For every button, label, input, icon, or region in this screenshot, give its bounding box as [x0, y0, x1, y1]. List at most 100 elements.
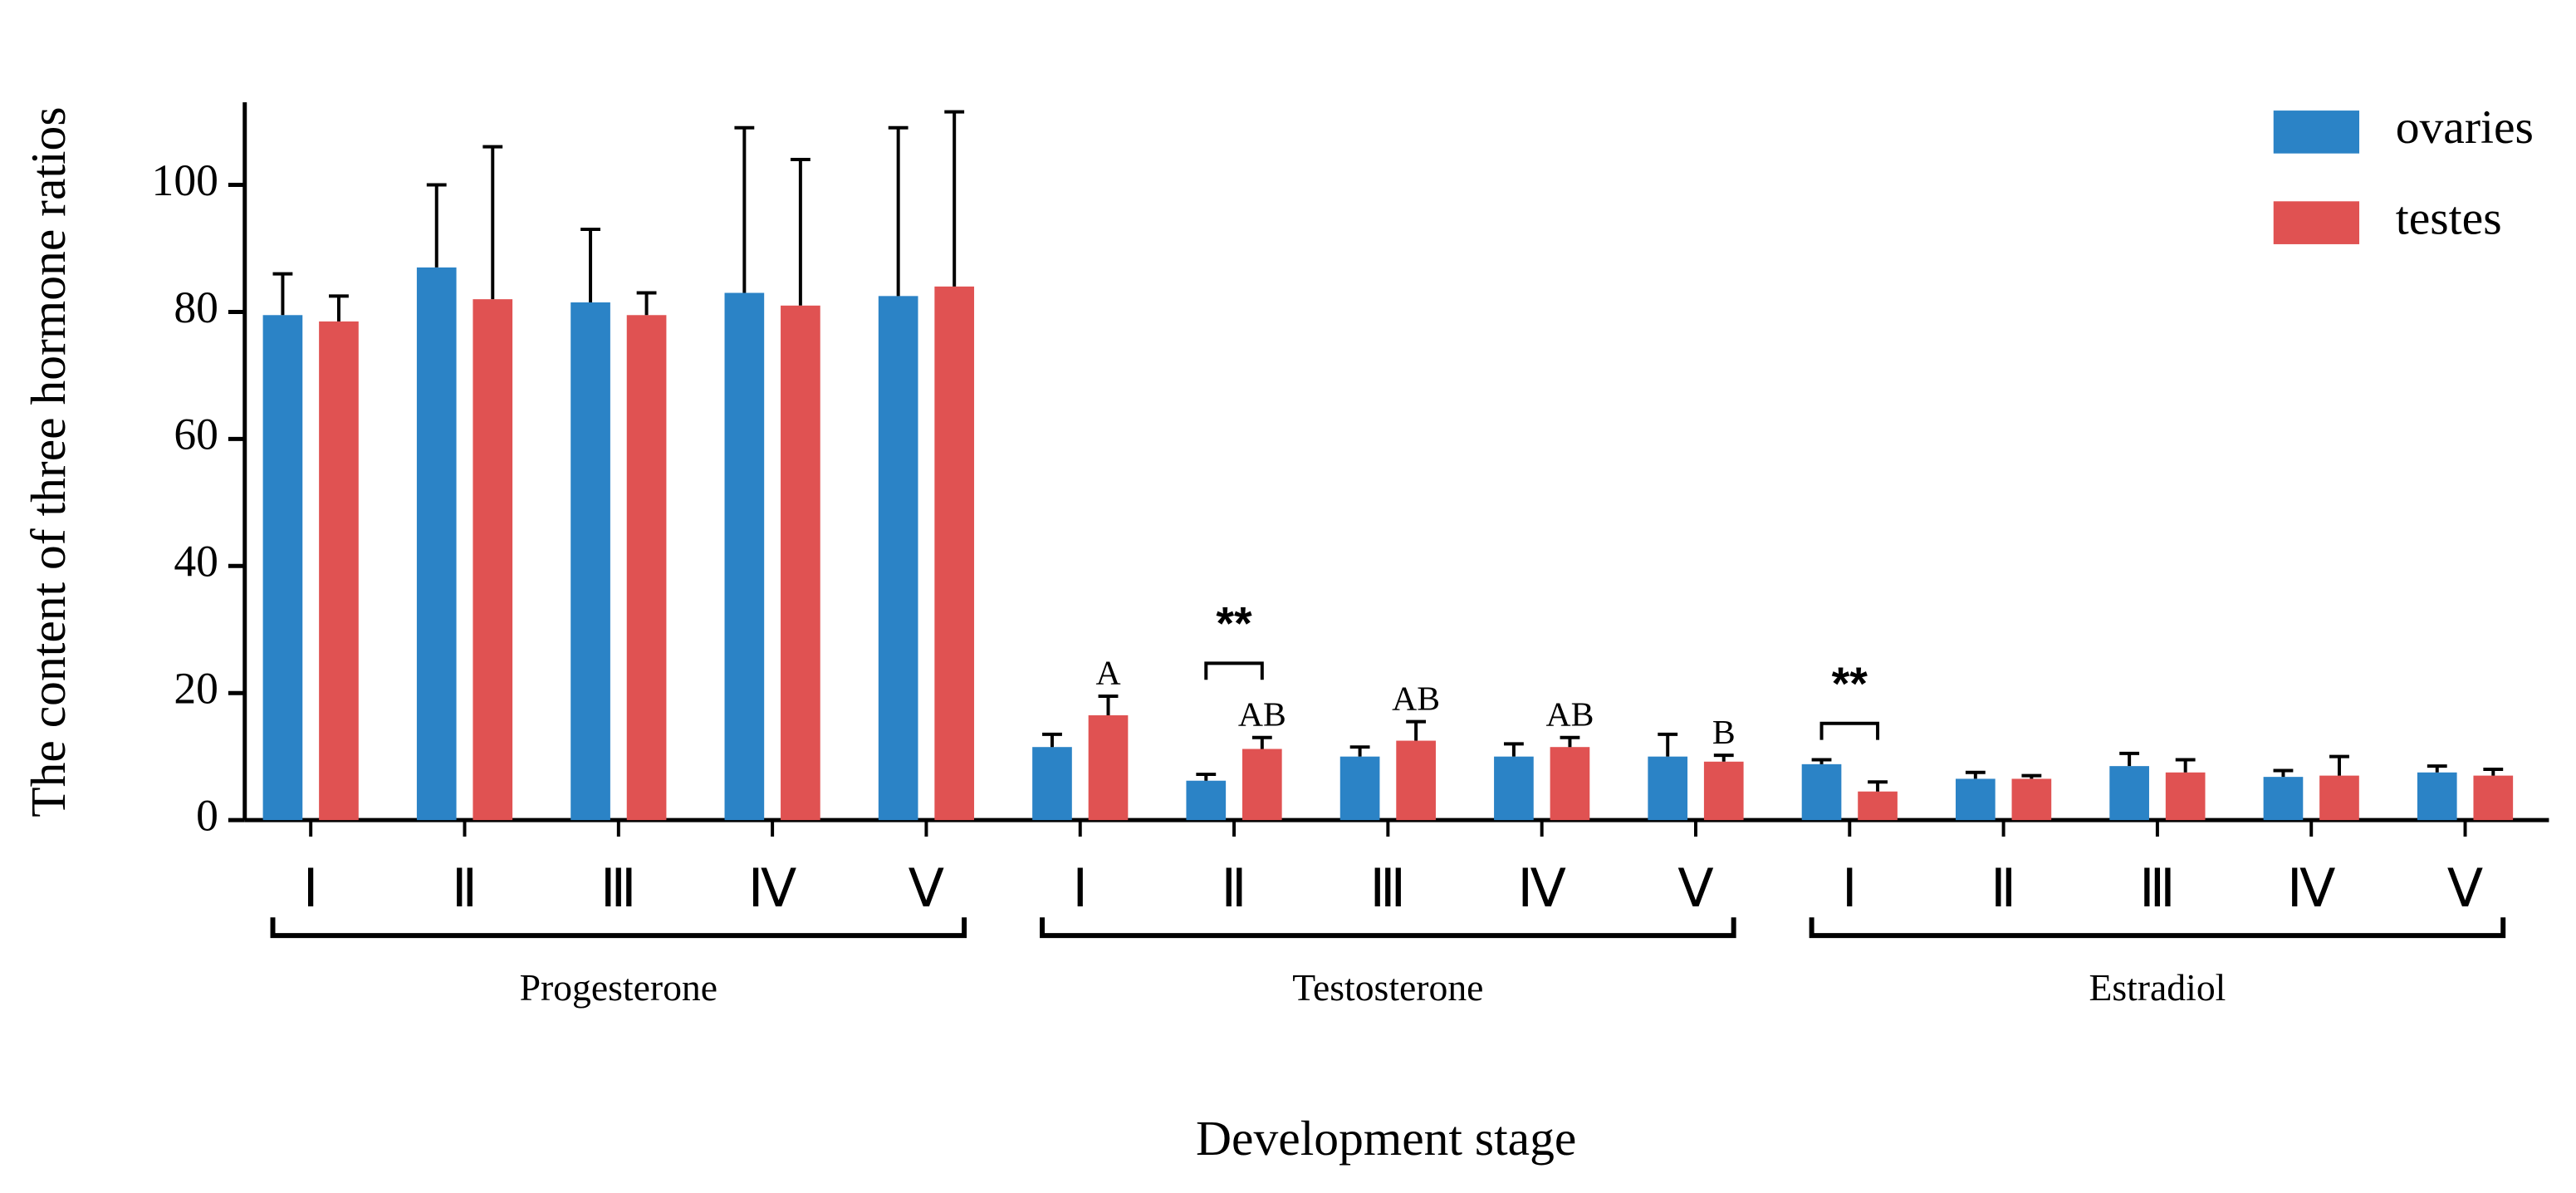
bar [934, 286, 975, 821]
group-label: Estradiol [2089, 966, 2226, 1009]
group-label: Progesterone [520, 966, 717, 1009]
error-bar [1503, 742, 1524, 757]
error-bar [2329, 754, 2349, 776]
x-axis-title: Development stage [1196, 1111, 1576, 1166]
bar [2319, 775, 2359, 821]
bar [2165, 772, 2206, 821]
y-tick-label: 0 [196, 790, 218, 840]
x-tick-label: Ⅱ [1221, 859, 1246, 918]
error-bar [2175, 758, 2196, 773]
significance-bracket [1819, 721, 1880, 740]
legend-swatch [2273, 201, 2360, 244]
error-bar [1406, 719, 1427, 741]
error-bar [790, 157, 811, 306]
y-tick-label: 40 [174, 537, 218, 587]
x-tick-label: Ⅱ [1991, 859, 2016, 918]
error-bar [888, 125, 908, 297]
bar [724, 292, 765, 821]
significance-mark: ** [1216, 597, 1252, 649]
group-bracket [1809, 917, 2506, 939]
bar [2417, 772, 2457, 821]
x-tick-label: Ⅲ [600, 859, 637, 918]
error-bar [482, 145, 503, 300]
bar [1494, 756, 1534, 821]
y-tick-label: 80 [174, 282, 218, 332]
bar [416, 267, 457, 821]
bar [1241, 749, 1282, 821]
x-tick-label: Ⅴ [1677, 859, 1714, 918]
y-axis-title: The content of three hormone ratios [21, 106, 76, 817]
error-bar [2021, 773, 2042, 779]
data-annotation: A [1095, 655, 1120, 693]
bar [1648, 756, 1688, 821]
bar [1396, 740, 1436, 821]
bar [2263, 777, 2304, 821]
error-bar [272, 272, 293, 316]
error-bar [734, 125, 755, 293]
bar [1550, 747, 1590, 821]
data-annotation: AB [1238, 695, 1286, 734]
bar [1032, 747, 1072, 821]
x-tick-label: Ⅲ [2139, 859, 2176, 918]
x-tick-label: Ⅰ [1072, 859, 1088, 918]
bar [571, 302, 610, 821]
error-bar [2273, 768, 2294, 778]
legend-swatch [2273, 110, 2360, 154]
error-bar [636, 291, 657, 316]
bar [626, 315, 667, 821]
bar [1186, 780, 1227, 821]
error-bar [2427, 764, 2447, 773]
bar [1088, 714, 1129, 821]
group-label: Testosterone [1292, 966, 1483, 1009]
bar [2473, 775, 2514, 821]
data-annotation: AB [1545, 695, 1594, 734]
error-bar [580, 228, 600, 302]
error-bar [1196, 773, 1217, 781]
error-bar [1251, 735, 1272, 749]
error-bar [1868, 780, 1888, 792]
y-tick-label: 20 [174, 664, 218, 714]
x-tick-label: Ⅲ [1369, 859, 1406, 918]
significance-mark: ** [1832, 658, 1868, 709]
error-bar [2119, 751, 2140, 767]
bar [2011, 778, 2052, 821]
error-bar [1098, 695, 1119, 715]
bar [1956, 778, 1996, 821]
bar [2109, 766, 2149, 821]
bar [1801, 763, 1842, 821]
bar [1703, 761, 1744, 821]
x-tick-label: Ⅰ [1842, 859, 1858, 918]
error-bar [329, 294, 349, 322]
group-bracket [270, 917, 967, 939]
legend-label: ovaries [2396, 101, 2534, 154]
bar [781, 305, 820, 821]
x-tick-label: Ⅴ [908, 859, 945, 918]
bar [1339, 756, 1380, 821]
x-tick-label: Ⅰ [303, 859, 319, 918]
error-bar [944, 110, 965, 287]
x-tick-label: Ⅳ [2287, 859, 2336, 918]
bar [878, 296, 918, 821]
error-bar [1349, 745, 1370, 757]
error-bar [426, 183, 447, 268]
x-tick-label: Ⅱ [452, 859, 477, 918]
significance-bracket [1204, 661, 1264, 680]
group-bracket [1040, 917, 1736, 939]
x-tick-label: Ⅳ [1517, 859, 1566, 918]
data-annotation: AB [1392, 680, 1440, 718]
error-bar [1560, 735, 1580, 748]
x-tick-label: Ⅳ [748, 859, 797, 918]
x-tick-label: Ⅴ [2447, 859, 2484, 918]
bar [473, 299, 513, 821]
error-bar [2483, 767, 2504, 776]
y-tick-label: 100 [152, 155, 218, 205]
error-bar [1658, 732, 1678, 757]
bar [262, 315, 303, 821]
error-bar [1042, 732, 1062, 748]
bar [1858, 791, 1898, 821]
error-bar [1965, 770, 1986, 779]
data-annotation: B [1712, 714, 1736, 752]
bar [319, 321, 359, 821]
error-bar [1811, 758, 1832, 764]
